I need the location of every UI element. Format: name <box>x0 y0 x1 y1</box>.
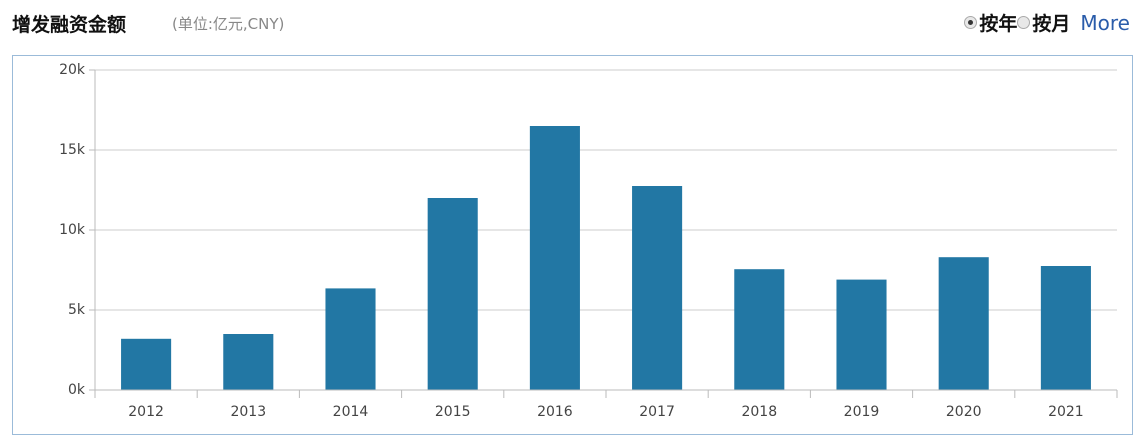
radio-button[interactable] <box>1017 16 1031 29</box>
x-tick-label: 2018 <box>741 404 777 420</box>
bar <box>325 288 376 390</box>
bar <box>836 279 887 390</box>
x-tick-label: 2019 <box>844 404 880 420</box>
radio-label[interactable]: 按年 <box>979 13 1018 35</box>
more-link[interactable]: More <box>1080 10 1130 35</box>
bar <box>938 257 989 390</box>
radio-option[interactable]: 按年 <box>964 9 1017 36</box>
x-tick-label: 2013 <box>230 404 266 420</box>
bar <box>734 269 785 390</box>
y-tick-label: 0k <box>68 382 86 398</box>
bar <box>1040 266 1091 390</box>
header-title: 增发融资金额 <box>12 14 127 36</box>
bar <box>632 186 683 390</box>
y-tick-label: 15k <box>59 142 86 158</box>
chart-frame <box>12 55 1133 435</box>
bar <box>223 334 274 390</box>
y-tick-label: 5k <box>68 302 86 318</box>
x-tick-label: 2021 <box>1048 404 1084 420</box>
bar <box>427 198 478 390</box>
x-tick-label: 2012 <box>128 404 164 420</box>
y-tick-label: 10k <box>59 222 86 238</box>
x-tick-label: 2014 <box>333 404 369 420</box>
header-unit: (单位:亿元,CNY) <box>172 15 285 33</box>
radio-button[interactable] <box>964 16 978 29</box>
y-tick-label: 20k <box>59 62 86 78</box>
controls: 按年 按月 More <box>964 9 1130 36</box>
x-tick-label: 2016 <box>537 404 573 420</box>
x-tick-label: 2015 <box>435 404 471 420</box>
radio-option[interactable]: 按月 <box>1017 9 1070 36</box>
radio-label[interactable]: 按月 <box>1032 13 1071 35</box>
bar <box>121 338 172 390</box>
x-tick-label: 2020 <box>946 404 982 420</box>
bar <box>529 126 580 390</box>
x-tick-label: 2017 <box>639 404 675 420</box>
